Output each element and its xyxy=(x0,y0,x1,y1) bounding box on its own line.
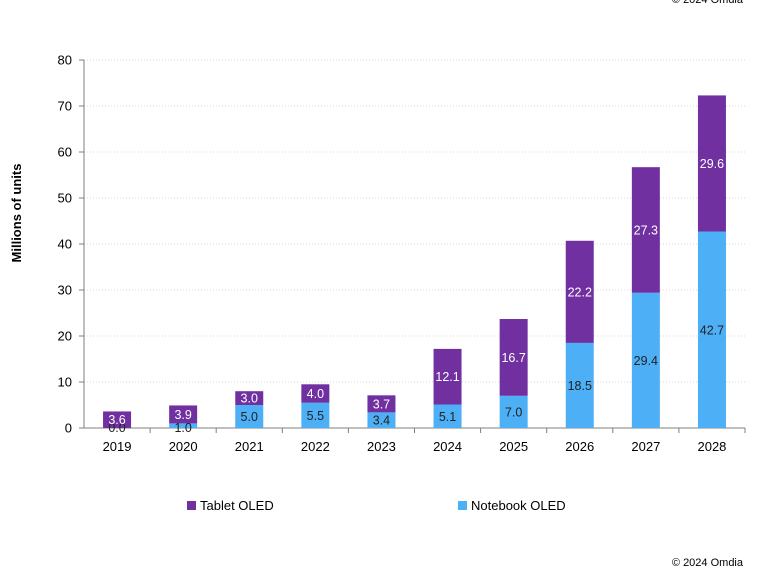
bar-notebook-oled-2020 xyxy=(169,423,198,428)
y-tick-label-70: 70 xyxy=(58,99,72,114)
bar-tablet-oled-2022 xyxy=(301,384,330,403)
x-tick-label-2019: 2019 xyxy=(103,439,132,454)
y-tick-label-20: 20 xyxy=(58,329,72,344)
copyright-bottom: © 2024 Omdia xyxy=(671,557,743,569)
bar-tablet-oled-2019 xyxy=(103,411,132,428)
data-label-notebook-oled-2026: 18.5 xyxy=(568,379,592,393)
y-tick-label-40: 40 xyxy=(58,237,72,252)
data-label-tablet-oled-2022: 4.0 xyxy=(307,387,324,401)
y-tick-label-0: 0 xyxy=(65,421,72,436)
data-label-tablet-oled-2019: 3.6 xyxy=(108,413,125,427)
legend-label-notebook-oled: Notebook OLED xyxy=(471,498,566,513)
data-label-notebook-oled-2024: 5.1 xyxy=(439,410,456,424)
bar-tablet-oled-2024 xyxy=(433,348,462,405)
legend-swatch-notebook-oled xyxy=(458,501,467,510)
x-tick-label-2020: 2020 xyxy=(169,439,198,454)
bar-notebook-oled-2021 xyxy=(235,405,264,428)
data-label-notebook-oled-2022: 5.5 xyxy=(307,409,324,423)
data-label-tablet-oled-2028: 29.6 xyxy=(700,157,724,171)
x-tick-label-2022: 2022 xyxy=(301,439,330,454)
axes: 0 10 20 30 40 50 60 70 80 2019 2020 2021 2022 2023 202… xyxy=(58,53,746,454)
bar-notebook-oled-2026 xyxy=(565,342,594,428)
y-tick-label-30: 30 xyxy=(58,283,72,298)
bar-tablet-oled-2021 xyxy=(235,391,264,405)
bar-tablet-oled-2028 xyxy=(697,95,726,232)
data-label-tablet-oled-2025: 16.7 xyxy=(501,351,525,365)
data-label-notebook-oled-2021: 5.0 xyxy=(241,410,258,424)
legend: Tablet OLED Notebook OLED xyxy=(0,498,771,516)
data-label-tablet-oled-2026: 22.2 xyxy=(568,285,592,299)
y-tick-label-60: 60 xyxy=(58,145,72,160)
bar-tablet-oled-2027 xyxy=(631,167,660,293)
gridlines xyxy=(84,59,745,383)
y-axis-title: Millions of units xyxy=(9,164,24,263)
y-tick-label-10: 10 xyxy=(58,375,72,390)
bar-notebook-oled-2025 xyxy=(499,395,528,428)
data-labels: 0.03.6 1.03.9 5.0 3.0 5.5 4.0 3.4 3.7 5.1 12.1 7.0… xyxy=(108,157,724,435)
data-label-tablet-oled-2020: 3.9 xyxy=(174,408,191,422)
bar-notebook-oled-2022 xyxy=(301,402,330,428)
data-label-notebook-oled-2028: 42.7 xyxy=(700,323,724,337)
x-tick-label-2027: 2027 xyxy=(631,439,660,454)
data-label-notebook-oled-2023: 3.4 xyxy=(373,414,390,428)
data-label-tablet-oled-2023: 3.7 xyxy=(373,397,390,411)
bar-tablet-oled-2026 xyxy=(565,240,594,343)
bar-notebook-oled-2024 xyxy=(433,404,462,428)
bar-notebook-oled-2023 xyxy=(367,412,396,428)
x-tick-label-2025: 2025 xyxy=(499,439,528,454)
data-label-tablet-oled-2021: 3.0 xyxy=(241,392,258,406)
x-tick-label-2026: 2026 xyxy=(565,439,594,454)
bar-notebook-oled-2027 xyxy=(631,292,660,428)
legend-swatch-tablet-oled xyxy=(187,501,196,510)
data-label-tablet-oled-2024: 12.1 xyxy=(435,370,459,384)
stacked-bar-chart: 0 10 20 30 40 50 60 70 80 2019 2020 2021 2022 2023 202… xyxy=(9,53,746,454)
x-tick-label-2024: 2024 xyxy=(433,439,462,454)
data-label-notebook-oled-2020: 1.0 xyxy=(174,421,191,435)
x-tick-label-2023: 2023 xyxy=(367,439,396,454)
legend-label-tablet-oled: Tablet OLED xyxy=(200,498,274,513)
data-label-notebook-oled-2025: 7.0 xyxy=(505,405,522,419)
bars xyxy=(103,95,726,428)
bar-notebook-oled-2028 xyxy=(697,231,726,428)
data-label-tablet-oled-2027: 27.3 xyxy=(634,223,658,237)
legend-item-tablet-oled: Tablet OLED xyxy=(187,498,274,513)
legend-item-notebook-oled: Notebook OLED xyxy=(458,498,566,513)
bar-tablet-oled-2023 xyxy=(367,395,396,413)
x-tick-label-2028: 2028 xyxy=(697,439,726,454)
bar-tablet-oled-2020 xyxy=(169,405,198,424)
data-label-notebook-oled-2019: 0.0 xyxy=(108,421,125,435)
data-label-notebook-oled-2027: 29.4 xyxy=(634,354,658,368)
y-tick-label-50: 50 xyxy=(58,191,72,206)
y-tick-label-80: 80 xyxy=(58,53,72,68)
x-tick-label-2021: 2021 xyxy=(235,439,264,454)
bar-tablet-oled-2025 xyxy=(499,318,528,396)
copyright-top: © 2024 Omdia xyxy=(671,0,743,6)
